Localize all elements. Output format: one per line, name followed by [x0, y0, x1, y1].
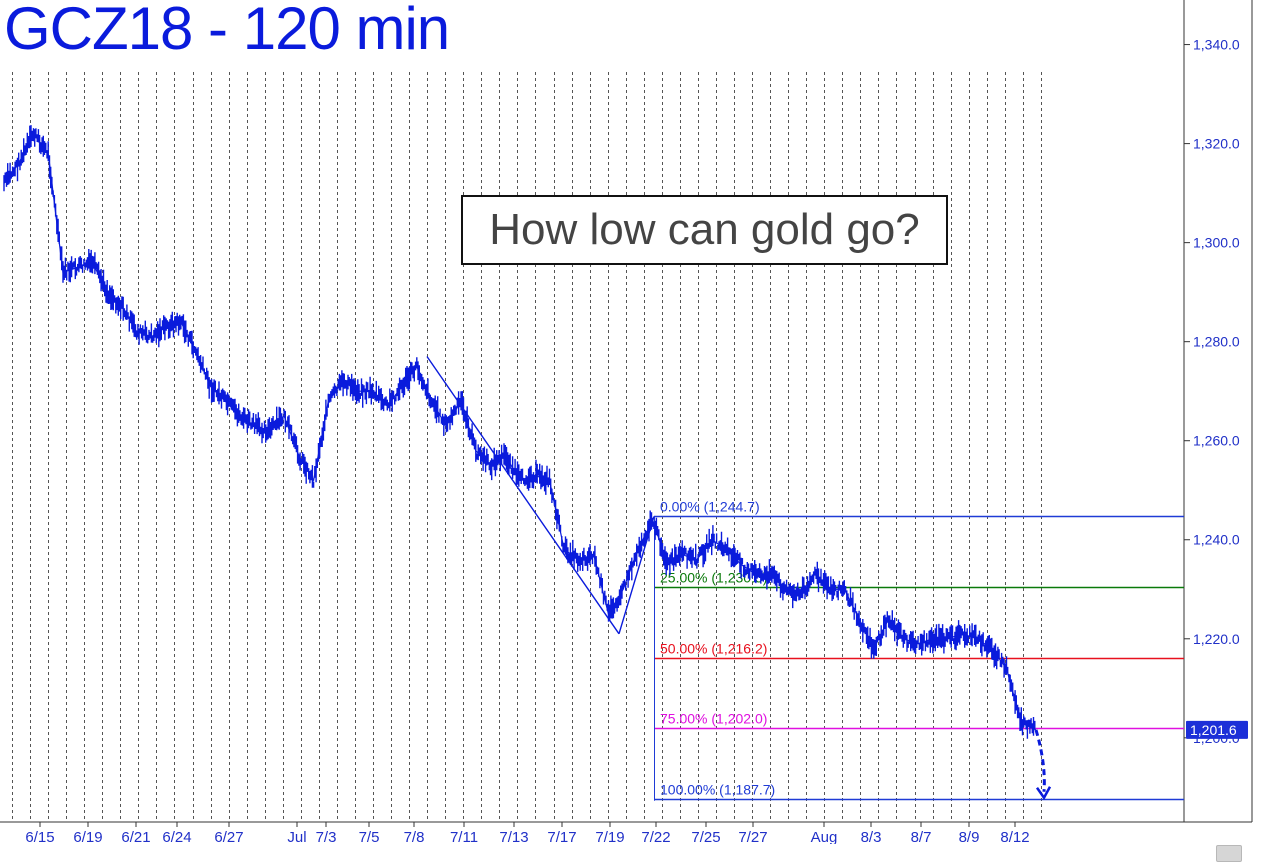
x-tick-label: 8/9	[959, 829, 980, 846]
scrollbar-thumb[interactable]	[1216, 845, 1242, 862]
x-tick-label: 7/3	[316, 829, 337, 846]
price-line	[3, 132, 1037, 731]
x-tick-label: Aug	[811, 829, 838, 846]
x-tick-label: 7/8	[404, 829, 425, 846]
trend-line-a-b	[426, 356, 620, 635]
x-tick-label: Jul	[287, 829, 306, 846]
y-tick-label: 1,300.0	[1193, 235, 1240, 251]
fib-level-label: 0.00% (1,244.7)	[660, 499, 760, 515]
last-price-label: 1,201.6	[1190, 722, 1237, 738]
x-tick-label: 7/25	[691, 829, 720, 846]
y-tick-label: 1,240.0	[1193, 532, 1240, 548]
projection-arrow	[1034, 729, 1046, 792]
annotation-box: How low can gold go?	[461, 195, 948, 265]
x-tick-label: 8/12	[1000, 829, 1029, 846]
x-tick-label: 6/19	[73, 829, 102, 846]
projection-arrow-head	[1035, 786, 1052, 801]
x-tick-label: 8/3	[861, 829, 882, 846]
x-tick-label: 8/7	[911, 829, 932, 846]
x-tick-label: 7/22	[641, 829, 670, 846]
last-price-tag	[1186, 720, 1248, 739]
y-tick-label: 1,340.0	[1193, 37, 1240, 53]
x-tick-label: 7/11	[450, 829, 478, 846]
horizontal-scrollbar[interactable]	[0, 844, 1276, 863]
fib-level-label: 50.00% (1,216.2)	[660, 641, 767, 657]
x-tick-label: 6/15	[25, 829, 54, 846]
trend-line-b-c	[618, 516, 655, 635]
y-tick-label: 1,280.0	[1193, 334, 1240, 350]
x-tick-label: 6/21	[121, 829, 150, 846]
y-tick-label: 1,320.0	[1193, 136, 1240, 152]
y-tick-label: 1,260.0	[1193, 433, 1240, 449]
x-tick-label: 7/17	[547, 829, 576, 846]
x-tick-label: 7/19	[595, 829, 624, 846]
x-tick-label: 7/13	[499, 829, 528, 846]
fib-level-label: 100.00% (1,187.7)	[660, 782, 775, 798]
x-tick-label: 6/24	[162, 829, 191, 846]
y-tick-label: 1,220.0	[1193, 631, 1240, 647]
x-tick-label: 6/27	[214, 829, 243, 846]
chart-title: GCZ18 - 120 min	[4, 0, 450, 62]
x-tick-label: 7/5	[359, 829, 380, 846]
x-tick-label: 7/27	[738, 829, 767, 846]
fib-level-label: 75.00% (1,202.0)	[660, 711, 767, 727]
